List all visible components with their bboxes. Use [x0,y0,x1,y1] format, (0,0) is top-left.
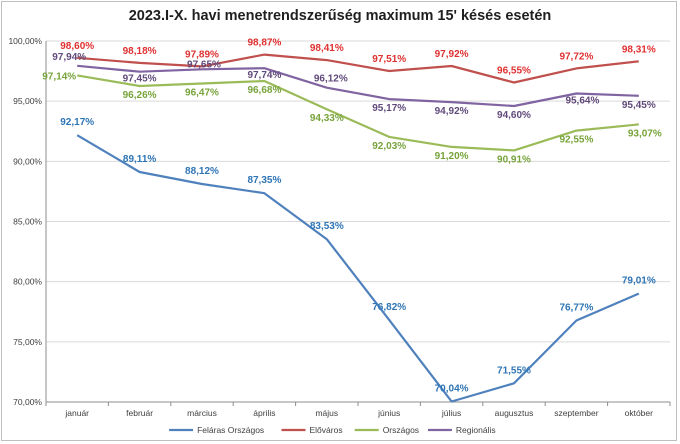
y-tick-label: 95,00% [13,96,42,106]
data-labels: 92,17% 89,11% 88,12% 87,35% 83,53% 76,82% 70,0… [42,38,662,395]
data-label: 94,60% [497,110,531,121]
data-label: 95,64% [565,95,599,106]
x-tick-label: április [253,408,275,418]
data-label: 96,12% [314,74,348,85]
series-lines [76,53,640,403]
series-line [76,134,640,403]
data-label: 92,55% [559,135,593,146]
data-label: 88,12% [185,166,219,177]
data-label: 97,14% [42,71,76,82]
data-label: 94,92% [435,106,469,117]
data-label: 98,41% [310,43,344,54]
x-tick-label: január [64,408,89,418]
series-line [77,74,639,152]
x-tick-label: május [315,408,338,418]
axes: 70,00% 75,00% 80,00% 85,00% 90,00% 95,00% 100,… [8,36,671,418]
data-label: 76,82% [372,302,406,313]
data-label: 98,31% [622,44,656,55]
data-label: 97,45% [123,74,157,85]
legend-entry: Országos [383,425,419,435]
data-label: 98,18% [123,46,157,57]
data-label: 76,77% [559,303,593,314]
x-tick-label: szeptember [554,408,599,418]
data-label: 98,60% [60,41,94,52]
data-label: 94,33% [310,113,344,124]
data-label: 96,47% [185,87,219,98]
data-label: 71,55% [497,365,531,376]
data-label: 97,89% [185,49,219,60]
y-tick-label: 75,00% [13,337,42,347]
legend-entry: Feláras Országos [197,425,264,435]
x-tick-label: augusztus [495,408,534,418]
data-label: 92,17% [60,117,94,128]
y-tick-label: 85,00% [13,217,42,227]
data-label: 97,72% [559,51,593,62]
y-tick-label: 100,00% [8,36,42,46]
data-label: 96,55% [497,66,531,77]
chart-title: 2023.I-X. havi menetrendszerűség maximum… [128,8,552,24]
data-label: 97,92% [435,49,469,60]
x-tick-label: október [625,408,654,418]
data-label: 90,91% [497,154,531,165]
x-tick-label: február [126,408,153,418]
data-label: 98,87% [247,38,281,49]
x-tick-label: június [377,408,400,418]
data-label: 96,68% [247,85,281,96]
legend-entry: Előváros [310,425,343,435]
data-label: 92,03% [372,141,406,152]
data-label: 97,65% [187,59,221,70]
data-label: 79,01% [622,276,656,287]
y-tick-label: 90,00% [13,156,42,166]
data-label: 83,53% [310,221,344,232]
x-tick-label: március [187,408,217,418]
legend: Feláras Országos Előváros Országos Regionál… [169,425,496,435]
series-line [77,53,639,84]
data-label: 96,26% [123,90,157,101]
y-tick-label: 80,00% [13,277,42,287]
data-label: 97,51% [372,54,406,65]
y-tick-label: 70,00% [13,397,42,407]
data-label: 70,04% [435,384,469,395]
data-label: 97,94% [52,52,86,63]
data-label: 87,35% [247,175,281,186]
legend-entry: Regionális [456,425,496,435]
series-line [77,64,639,108]
data-label: 95,17% [372,103,406,114]
x-tick-label: július [441,408,461,418]
data-label: 97,74% [247,70,281,81]
data-label: 89,11% [123,154,156,165]
data-label: 93,07% [628,128,662,139]
data-label: 91,20% [435,151,469,162]
data-label: 95,45% [622,100,656,111]
